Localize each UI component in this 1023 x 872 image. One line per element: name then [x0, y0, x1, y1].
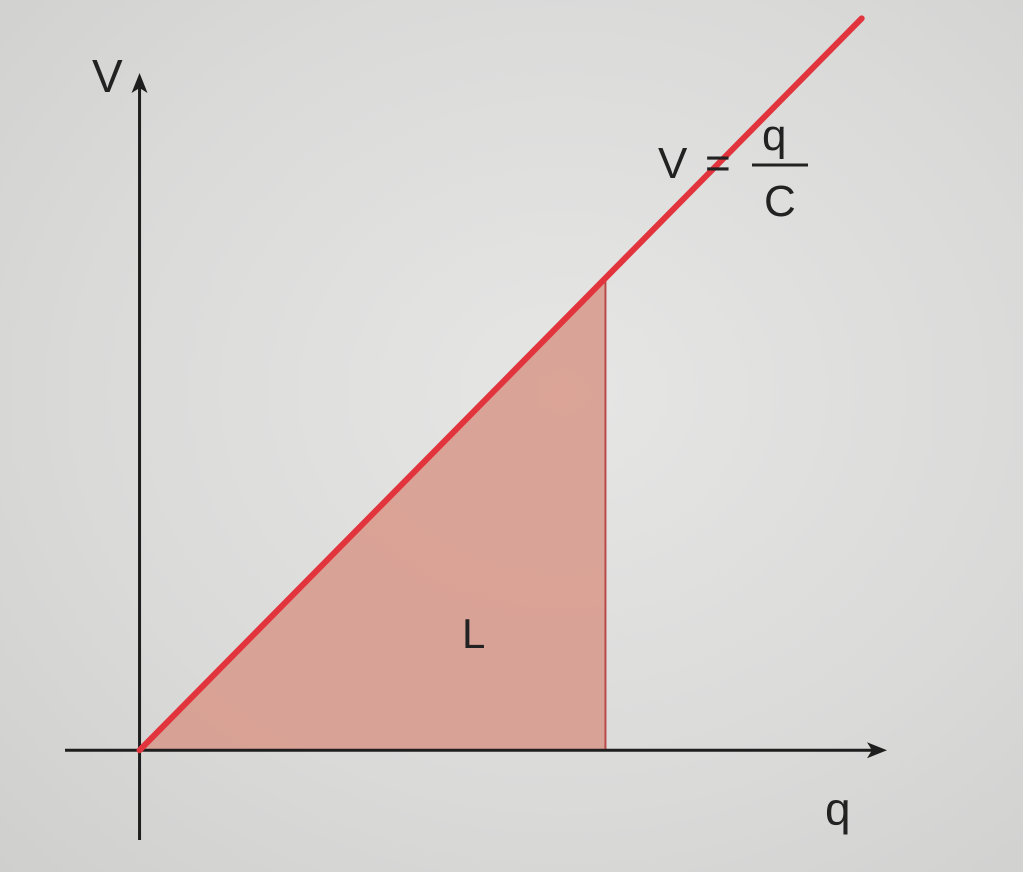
equation-lhs: V [658, 139, 688, 188]
equation-numerator: q [762, 111, 786, 160]
y-axis-label: V [92, 50, 123, 102]
region-label: L [462, 610, 485, 657]
equation-equals: = [705, 139, 731, 188]
x-axis-label: q [825, 783, 851, 835]
series-line [136, 15, 865, 754]
equation-annotation: V = q C [658, 111, 808, 226]
equation-denominator: C [764, 177, 796, 226]
